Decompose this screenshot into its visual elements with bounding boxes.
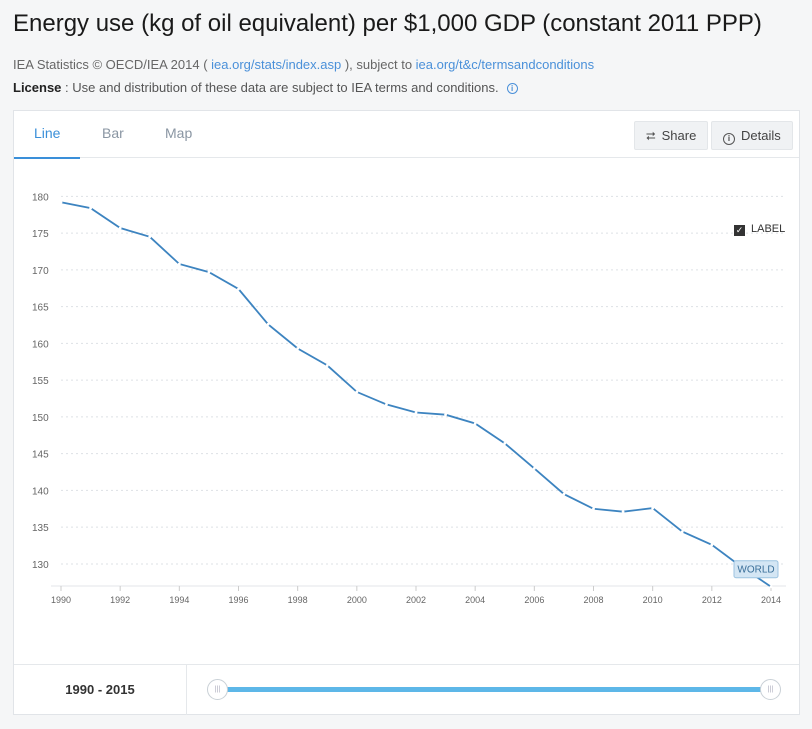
y-tick-label-175: 175 xyxy=(32,229,49,240)
details-label: Details xyxy=(741,128,781,143)
chart-area: 130 135 140 145 150 155 160 165 170 175 180 1990 199… xyxy=(14,159,799,664)
data-point-1994 xyxy=(177,262,181,266)
details-button[interactable]: i Details xyxy=(711,121,793,150)
line-chart: 130 135 140 145 150 155 160 165 170 175 180 1990 199… xyxy=(32,192,786,605)
data-point-2001 xyxy=(385,403,388,406)
data-point-1990 xyxy=(59,200,63,204)
source-prefix: IEA Statistics © OECD/IEA 2014 ( xyxy=(13,57,212,72)
data-point-2011 xyxy=(680,530,684,533)
data-point-2003 xyxy=(444,413,447,417)
source-mid: ), subject to xyxy=(341,57,416,72)
y-tick-label-155: 155 xyxy=(32,376,49,387)
y-tick-label-135: 135 xyxy=(32,523,49,534)
data-point-1998 xyxy=(296,347,300,350)
label-toggle-text: LABEL xyxy=(751,223,786,235)
x-tick-label-2014: 2014 xyxy=(761,595,781,605)
year-range-slider[interactable] xyxy=(218,687,770,692)
license-line: License : Use and distribution of these … xyxy=(13,80,518,95)
series-name-label: WORLD xyxy=(737,565,774,576)
data-point-2014 xyxy=(769,585,773,589)
page-title: Energy use (kg of oil equivalent) per $1… xyxy=(13,10,762,37)
data-point-1997 xyxy=(266,322,270,326)
y-tick-label-145: 145 xyxy=(32,450,49,461)
data-point-2000 xyxy=(355,390,359,394)
data-point-1993 xyxy=(148,235,152,239)
stats-link[interactable]: iea.org/stats/index.asp xyxy=(211,57,342,72)
y-tick-label-150: 150 xyxy=(32,413,49,424)
source-line: IEA Statistics © OECD/IEA 2014 ( iea.org… xyxy=(13,57,594,72)
x-tick-label-2012: 2012 xyxy=(702,595,722,605)
data-point-2012 xyxy=(710,543,714,547)
x-tick-label-2010: 2010 xyxy=(643,595,663,605)
data-point-1999 xyxy=(325,364,329,367)
series-end-label-box xyxy=(733,560,779,579)
license-label: License xyxy=(13,80,62,95)
year-range-label: 1990 - 2015 xyxy=(14,665,187,715)
x-tick-label-1992: 1992 xyxy=(110,595,130,605)
x-tick-label-2006: 2006 xyxy=(524,595,544,605)
slider-end-handle[interactable]: ||| xyxy=(760,679,781,700)
data-point-2008 xyxy=(592,507,595,511)
chart-card: Line Bar Map ⮂ Share i Details 130 135 140 14… xyxy=(13,110,800,715)
range-footer: 1990 - 2015 ||| ||| xyxy=(14,664,799,715)
y-tick-label-130: 130 xyxy=(32,560,49,571)
x-tick-label-1998: 1998 xyxy=(288,595,308,605)
y-tick-label-170: 170 xyxy=(32,266,49,277)
tab-map[interactable]: Map xyxy=(165,125,193,141)
data-point-1996 xyxy=(237,287,240,291)
view-tabs: Line Bar Map ⮂ Share i Details xyxy=(14,111,799,159)
y-tick-label-160: 160 xyxy=(32,339,49,350)
info-icon[interactable]: i xyxy=(506,83,518,94)
label-checkbox[interactable]: ✓ xyxy=(734,225,745,236)
x-tick-label-2008: 2008 xyxy=(583,595,603,605)
y-tick-label-165: 165 xyxy=(32,303,49,314)
x-tick-label-2000: 2000 xyxy=(347,595,367,605)
tab-bar[interactable]: Bar xyxy=(102,125,124,141)
y-tick-label-140: 140 xyxy=(32,486,49,497)
data-point-2010 xyxy=(651,506,655,510)
data-point-2009 xyxy=(621,510,625,514)
share-label: Share xyxy=(661,128,697,143)
series-line-0 xyxy=(60,201,772,588)
data-point-1995 xyxy=(207,270,211,274)
label-toggle[interactable]: ✓ LABEL xyxy=(734,223,785,236)
share-button[interactable]: ⮂ Share xyxy=(634,121,709,150)
tab-line[interactable]: Line xyxy=(14,111,81,159)
x-tick-label-1990: 1990 xyxy=(51,595,71,605)
x-tick-label-2004: 2004 xyxy=(465,595,485,605)
license-text: : Use and distribution of these data are… xyxy=(61,80,499,95)
data-point-1991 xyxy=(89,206,92,210)
data-point-2007 xyxy=(562,492,566,496)
share-icon: ⮂ xyxy=(646,129,656,143)
x-tick-label-1994: 1994 xyxy=(169,595,189,605)
data-point-2004 xyxy=(473,422,477,425)
y-tick-label-180: 180 xyxy=(32,192,49,203)
details-info-icon: i xyxy=(723,133,735,145)
data-point-2002 xyxy=(414,411,418,414)
slider-start-handle[interactable]: ||| xyxy=(207,679,228,700)
terms-link[interactable]: iea.org/t&c/termsandconditions xyxy=(415,57,595,72)
data-point-1992 xyxy=(118,226,122,230)
data-point-2005 xyxy=(503,441,507,445)
x-tick-label-2002: 2002 xyxy=(406,595,426,605)
data-point-2006 xyxy=(532,466,536,470)
x-tick-label-1996: 1996 xyxy=(228,595,248,605)
